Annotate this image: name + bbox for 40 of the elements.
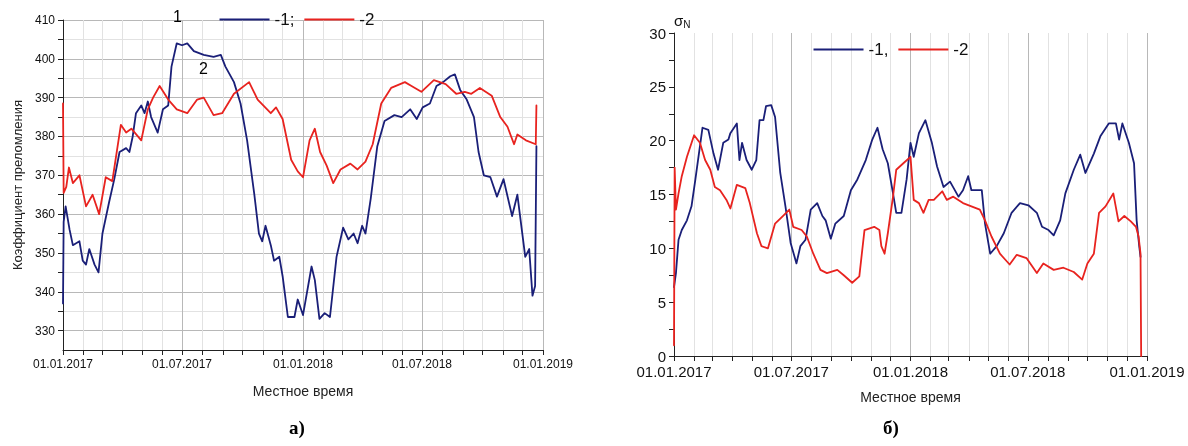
text: б) <box>883 417 899 439</box>
y-tick-label: 20 <box>649 132 666 150</box>
y-tick-label: 360 <box>34 207 56 222</box>
x-axis-title: Местное время <box>252 383 354 399</box>
x-tick-label: 01.01.2017 <box>636 363 712 380</box>
x-tick-label: 01.07.2018 <box>990 363 1066 380</box>
y-tick-label: 340 <box>34 284 56 299</box>
y-tick-label: 370 <box>34 168 56 183</box>
y-tick-label: 410 <box>34 13 56 27</box>
x-tick-label: 01.07.2017 <box>753 363 829 380</box>
annotation: 2 <box>199 59 208 77</box>
legend-label: -1; <box>274 10 295 29</box>
annotation: 1 <box>173 7 182 25</box>
line-series <box>62 79 538 216</box>
legend-label: -2 <box>953 40 969 59</box>
x-tick-label: 01.01.2018 <box>872 363 949 380</box>
x-axis-title: Местное время <box>860 389 961 405</box>
x-tick-label: 01.07.2017 <box>151 357 213 371</box>
x-tick-label: 01.01.2017 <box>32 357 94 371</box>
y-tick-label: 350 <box>34 245 56 260</box>
x-tick-label: 01.01.2019 <box>1109 363 1185 380</box>
y-tick-label: 390 <box>34 90 56 105</box>
x-tick-label: 01.01.2018 <box>272 357 334 371</box>
y-tick-label: 330 <box>34 323 56 338</box>
y-tick-label: 380 <box>34 129 56 144</box>
y-tick-label: 30 <box>649 24 666 42</box>
y-tick-label: 5 <box>657 293 666 311</box>
x-tick-label: 01.01.2019 <box>512 357 574 371</box>
legend-label: -2 <box>359 10 375 29</box>
line-series <box>673 134 1143 357</box>
legend-label: -1, <box>868 40 889 59</box>
y-tick-label: 15 <box>649 186 666 203</box>
y-tick-label: 10 <box>649 239 666 257</box>
y-tick-label: 25 <box>649 78 666 96</box>
x-tick-label: 01.07.2018 <box>391 357 453 371</box>
y-tick-label: 0 <box>657 347 666 365</box>
line-series <box>62 42 538 320</box>
y-tick-label: 400 <box>34 51 56 66</box>
y-axis-title: Коэффициент преломления <box>10 99 26 271</box>
text: а) <box>289 417 305 439</box>
